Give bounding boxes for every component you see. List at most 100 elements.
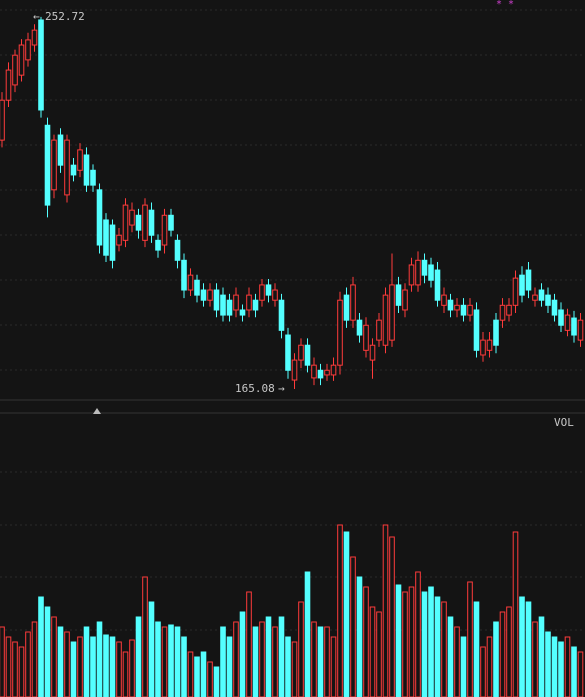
volume-bar (25, 631, 31, 697)
volume-bar (473, 601, 480, 697)
volume-bar (389, 536, 395, 697)
volume-bar (317, 626, 324, 697)
volume-bar (402, 591, 408, 697)
volume-bar (408, 586, 415, 697)
volume-bar (545, 631, 551, 697)
candle-body (564, 314, 571, 331)
candle-body (454, 304, 460, 311)
volume-bar (434, 596, 441, 697)
volume-bar (181, 636, 187, 697)
volume-bar (447, 616, 454, 697)
candle-body (239, 309, 246, 316)
candle-body (389, 284, 395, 341)
candle-body (12, 54, 18, 86)
volume-bar (207, 661, 213, 697)
volume-bar (291, 641, 298, 697)
candle-body (480, 339, 486, 356)
volume-bar (363, 586, 369, 697)
volume-bar (259, 621, 265, 697)
candle-body (291, 359, 298, 381)
candle-body (207, 289, 213, 301)
candle-body (109, 224, 116, 261)
volume-bar (460, 636, 467, 697)
scroll-marker (93, 408, 101, 414)
volume-bar (64, 631, 70, 697)
candle-body (57, 134, 64, 166)
candle-body (0, 99, 5, 141)
volume-bar (129, 639, 135, 697)
candle-body (428, 264, 434, 281)
candle-body (64, 139, 70, 196)
volume-bar (213, 666, 220, 697)
volume-bar (246, 591, 252, 697)
volume-bar (252, 626, 259, 697)
candle-body (525, 269, 532, 291)
candle-body (233, 294, 239, 311)
volume-bar (441, 601, 447, 697)
candle-body (473, 309, 480, 351)
volume-bar (525, 601, 532, 697)
volume-bar (272, 626, 278, 697)
volume-bar (369, 606, 376, 697)
volume-bar (350, 556, 356, 697)
candle-body (376, 319, 382, 341)
volume-bar (18, 646, 25, 697)
volume-bar (109, 636, 116, 697)
low-annotation: 165.08 (235, 382, 275, 395)
candle-body (298, 344, 304, 361)
volume-bar (532, 621, 538, 697)
candle-body (577, 319, 584, 341)
volume-bar (187, 651, 194, 697)
volume-bar (337, 524, 343, 697)
volume-bar (31, 621, 38, 697)
candle-body (187, 274, 194, 291)
candle-body (122, 204, 129, 241)
candle-body (44, 124, 51, 206)
candle-body (135, 214, 142, 231)
candle-body (402, 289, 408, 311)
candle-body (77, 149, 83, 171)
candle-body (5, 69, 12, 101)
candle-body (538, 289, 545, 301)
candle-body (512, 277, 519, 306)
candle-body (532, 294, 538, 301)
candle-body (317, 369, 324, 379)
volume-bar (564, 636, 571, 697)
arrow: → (278, 382, 285, 395)
candle-body (38, 19, 44, 111)
marker: * * (496, 0, 514, 10)
volume-bar (577, 651, 584, 697)
volume-bar (116, 641, 122, 697)
candle-body (285, 334, 291, 371)
volume-bar (486, 636, 493, 697)
volume-bar (122, 651, 129, 697)
volume-bar (90, 636, 96, 697)
volume-bar (200, 651, 207, 697)
candle-body (103, 219, 109, 256)
volume-bar (83, 626, 90, 697)
candle-body (343, 294, 350, 321)
volume-bar (356, 576, 363, 697)
candle-body (278, 299, 285, 331)
volume-label: VOL (554, 416, 574, 429)
candle-body (558, 309, 564, 326)
volume-bar (51, 616, 57, 697)
volume-bar (454, 626, 460, 697)
volume-bar (538, 616, 545, 697)
volume-bar (96, 621, 103, 697)
candle-body (571, 317, 577, 336)
volume-bar (233, 621, 239, 697)
candle-body (460, 304, 467, 316)
candle-body (252, 299, 259, 311)
volume-bar (298, 601, 304, 697)
candle-body (551, 299, 558, 316)
candle-body (363, 324, 369, 351)
volume-bar (551, 636, 558, 697)
candle-body (116, 234, 122, 246)
candle-body (161, 214, 168, 246)
candle-body (395, 284, 402, 306)
candle-body (304, 344, 311, 366)
volume-bar (324, 626, 330, 697)
candle-body (96, 189, 103, 246)
